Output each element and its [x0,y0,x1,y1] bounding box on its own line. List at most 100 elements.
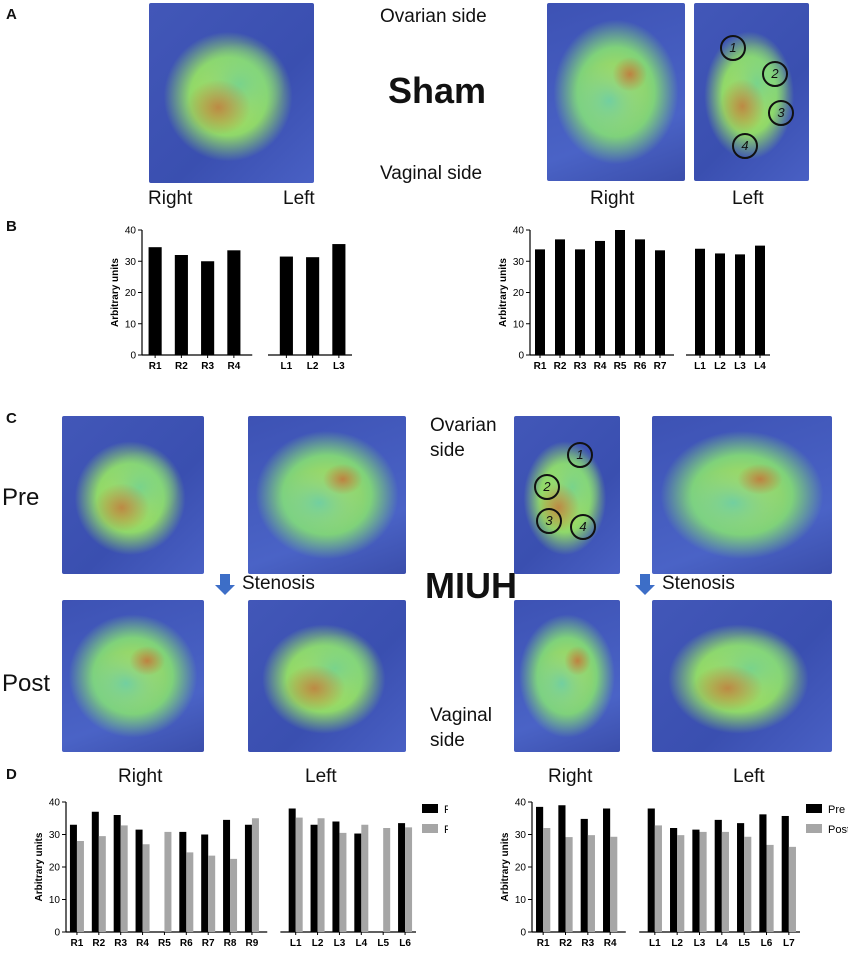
bar-l2-pre [310,824,318,932]
bar-r7-post [208,855,216,932]
bar-r3 [201,261,215,355]
bar-r9-pre [244,824,252,932]
bar-l4-post [721,831,729,932]
bar-l5-pre [737,823,745,932]
bar-l2 [715,253,725,355]
stenosis-label-1: Stenosis [242,573,315,594]
miuh-pre-left-image-1 [248,416,406,574]
x-tick-label: R1 [71,938,84,949]
bar-l2-pre [670,828,678,932]
legend-swatch-post [806,824,822,833]
sham-title: Sham [388,70,487,111]
bar-r1 [148,247,162,355]
x-tick-label: L3 [734,361,746,372]
pre-label: Pre [2,484,40,511]
label-right-d1: Right [118,766,163,787]
bar-r2-post [98,836,106,932]
panel-letter-c: C [6,410,17,427]
bar-l1-pre [288,808,296,932]
sham-uterus-image-left: 1 2 3 4 [694,3,809,181]
panel-letter-a: A [6,6,17,23]
stenosis-label-2: Stenosis [662,573,735,594]
y-tick-label: 10 [515,895,527,906]
region-marker-2: 2 [762,61,788,87]
label-right-d2: Right [548,766,593,787]
bar-l1 [695,248,705,355]
x-tick-label: R7 [654,361,667,372]
miuh-post-left-image-1 [248,600,406,752]
x-tick-label: R1 [149,361,162,372]
x-tick-label: L1 [290,938,302,949]
x-tick-label: R7 [202,938,215,949]
y-tick-label: 0 [518,351,524,362]
y-tick-label: 40 [125,226,137,237]
miuh-pre-left-image-2 [652,416,832,574]
legend-label-pre: Pre [444,804,448,816]
bar-r4-post [610,836,618,932]
x-tick-label: L5 [738,938,750,949]
x-tick-label: L4 [754,361,766,372]
bar-r2 [174,255,188,355]
y-tick-label: 30 [515,830,527,841]
ovarian-side-label: Ovarian side [380,6,487,27]
bar-r4-post [142,844,150,932]
legend-label-pre: Pre [828,804,845,816]
y-axis-label: Arbitrary units [34,832,45,901]
bar-r6-post [186,852,194,932]
x-tick-label: R3 [581,938,594,949]
bar-l3-post [699,831,707,932]
legend-swatch-pre [806,804,822,813]
y-tick-label: 10 [513,319,525,330]
bar-l5-post [744,836,752,932]
bar-r5-post [164,831,172,932]
bar-r1-post [543,828,551,932]
sham-uterus-image-right [547,3,685,181]
x-tick-label: L2 [307,361,319,372]
miuh-title: MIUH [425,565,517,606]
bar-r8-pre [223,819,231,932]
miuh-pre-right-image-2: 1 2 3 4 [514,416,620,574]
y-tick-label: 10 [49,895,61,906]
bar-l4-pre [714,819,722,932]
x-tick-label: L5 [377,938,389,949]
bar-r1 [535,249,545,355]
bar-l2-post [677,835,685,932]
x-tick-label: R2 [559,938,572,949]
miuh-post-right-image-1 [62,600,204,752]
bar-r8-post [230,858,238,932]
bar-r1-pre [536,806,544,932]
bar-r3 [575,249,585,355]
x-tick-label: L3 [694,938,706,949]
x-tick-label: L3 [334,938,346,949]
chart-d-left: 0 10 20 30 40 Arbitrary units R1 R2 R3 R4 R5 R6 R7 R8… [34,798,448,950]
region-marker-2: 2 [534,474,560,500]
y-tick-label: 0 [130,351,136,362]
y-tick-label: 20 [513,288,525,299]
x-tick-label: L7 [783,938,795,949]
bar-l3 [735,254,745,355]
panel-letter-d: D [6,766,17,783]
x-tick-label: R4 [136,938,149,949]
vaginal-side-word: side [430,730,465,751]
bar-r3-pre [113,815,121,932]
region-marker-1: 1 [567,442,593,468]
bar-r2 [555,239,565,355]
bar-l4 [755,245,765,355]
bar-l5-post [383,828,391,932]
vaginal-label: Vaginal [430,705,492,726]
y-tick-label: 0 [54,928,60,939]
x-tick-label: L1 [281,361,293,372]
x-tick-label: R3 [114,938,127,949]
region-marker-4: 4 [570,514,596,540]
x-tick-label: R4 [604,938,617,949]
ovarian-side-word: side [430,440,465,461]
bar-r1-post [76,841,84,932]
x-tick-label: L4 [355,938,367,949]
y-tick-label: 0 [520,928,526,939]
x-tick-label: R2 [554,361,567,372]
bar-l2-post [317,818,325,932]
x-tick-label: R6 [634,361,647,372]
x-tick-label: L2 [714,361,726,372]
y-tick-label: 30 [513,257,525,268]
chart-b-left: 0 10 20 30 40 Arbitrary units R1 R2 R3 R4 L1 L2 L3 [110,226,352,372]
